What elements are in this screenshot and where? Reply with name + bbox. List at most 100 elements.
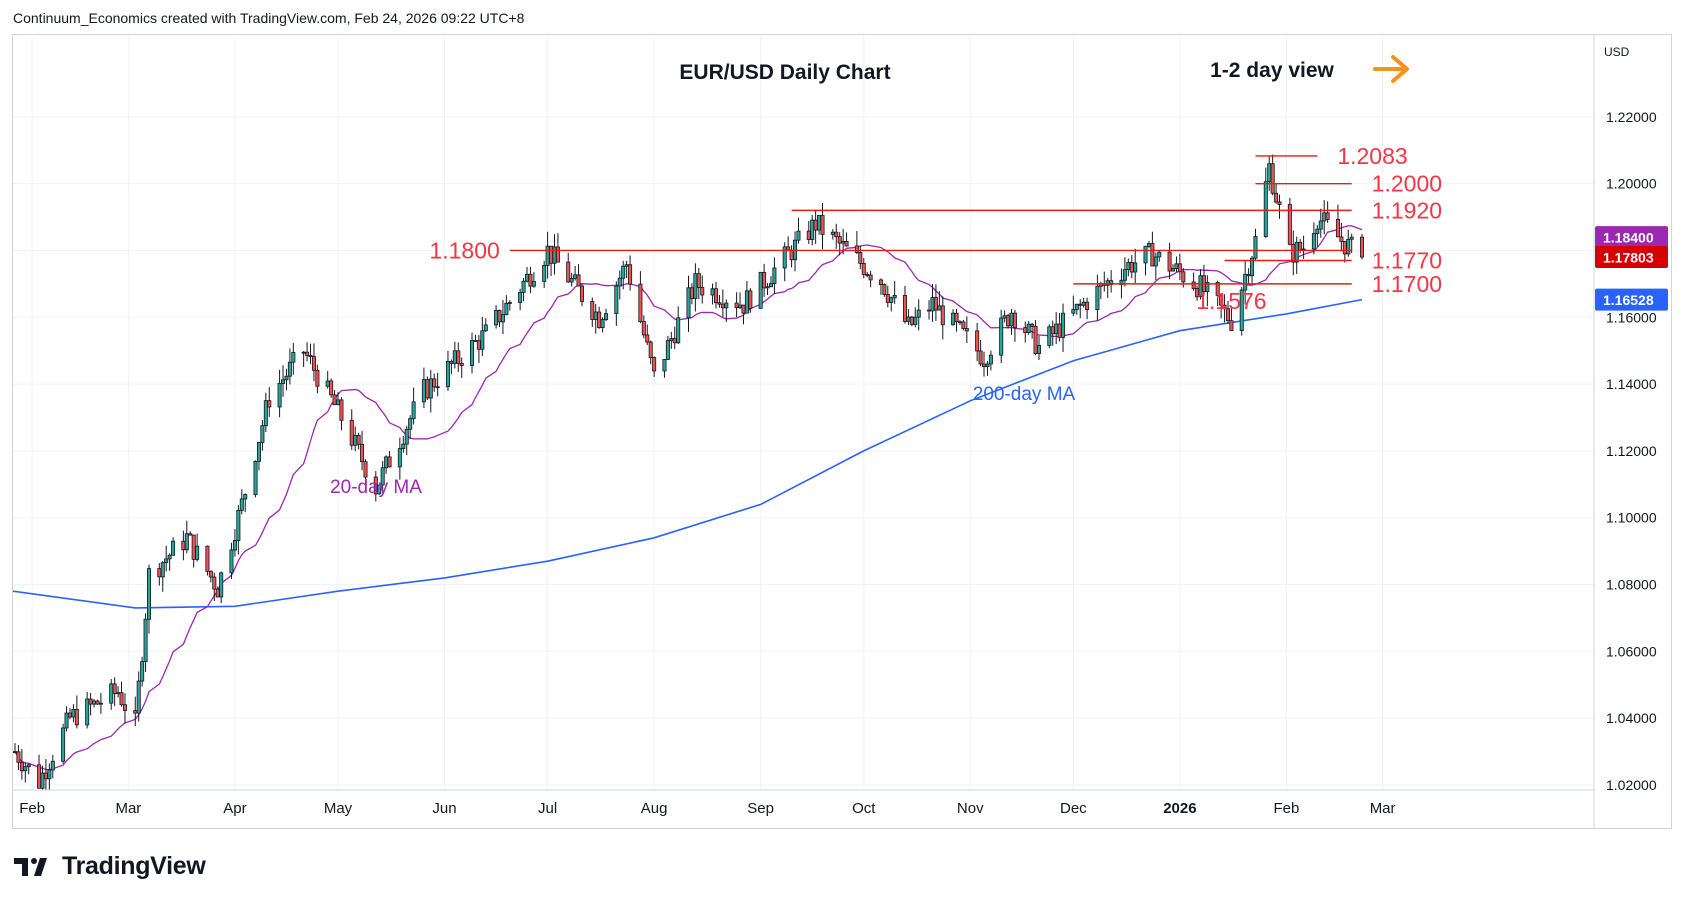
- candle: [1133, 248, 1138, 284]
- candle-body: [1274, 192, 1279, 203]
- candle-body: [830, 231, 835, 235]
- candle: [665, 335, 670, 360]
- candle: [50, 754, 55, 779]
- candle: [1129, 255, 1134, 279]
- candle: [1346, 229, 1351, 257]
- candle-body: [796, 230, 801, 241]
- candle: [1222, 294, 1227, 323]
- candle: [957, 320, 962, 326]
- candle-body: [1030, 323, 1035, 327]
- candle-body: [1294, 241, 1299, 263]
- candle-body: [253, 460, 258, 495]
- candle-body: [1012, 312, 1017, 329]
- candle-body: [232, 540, 237, 551]
- candle-body: [1229, 320, 1234, 332]
- candle-body: [356, 434, 361, 445]
- candle-body: [676, 317, 681, 344]
- candle-body: [940, 305, 945, 326]
- candle-body: [1311, 233, 1316, 250]
- candle: [37, 754, 42, 789]
- candle: [1274, 182, 1279, 204]
- y-tick-label: 1.22000: [1606, 109, 1657, 125]
- candle: [933, 284, 938, 321]
- candle: [1085, 297, 1090, 320]
- price-badge: 1.16528: [1595, 288, 1668, 311]
- candle: [397, 437, 402, 480]
- candle-body: [1122, 269, 1127, 281]
- candle-body: [476, 340, 481, 350]
- candle: [1078, 299, 1083, 319]
- candle-body: [500, 314, 505, 323]
- candle-body: [1243, 274, 1248, 291]
- candle-body: [291, 352, 296, 363]
- candle-body: [1222, 304, 1227, 310]
- candle: [552, 234, 557, 275]
- level-label: 1.2000: [1372, 171, 1442, 197]
- candle: [356, 432, 361, 450]
- candle: [937, 291, 942, 311]
- candle: [263, 392, 268, 433]
- candle-body: [143, 618, 148, 663]
- candle-body: [164, 558, 169, 564]
- candle-body: [497, 309, 502, 323]
- candle-body: [1081, 301, 1086, 306]
- ma200-label: 200-day MA: [973, 384, 1076, 405]
- candle: [768, 276, 773, 288]
- candle-body: [1074, 303, 1079, 310]
- candle: [260, 420, 265, 451]
- candle: [590, 297, 595, 327]
- price-axis[interactable]: USD1.220001.200001.180001.160001.140001.…: [1593, 35, 1668, 829]
- candle-body: [1002, 315, 1007, 319]
- candle-body: [621, 265, 626, 279]
- candle-body: [256, 442, 261, 462]
- candle-body: [638, 283, 643, 323]
- candle: [291, 342, 296, 375]
- tradingview-logo[interactable]: TradingView: [14, 852, 206, 881]
- candle: [147, 564, 152, 634]
- candle-body: [1054, 323, 1059, 335]
- candle-body: [528, 273, 533, 287]
- candle: [305, 342, 310, 362]
- candle-body: [305, 351, 310, 356]
- price-axis-unit: USD: [1604, 45, 1630, 59]
- candle: [449, 359, 454, 375]
- candle: [267, 387, 272, 417]
- candle-body: [593, 311, 598, 320]
- y-tick-label: 1.08000: [1606, 577, 1657, 593]
- candles-layer: [13, 154, 1365, 790]
- price-badge: 1.17803: [1595, 246, 1668, 269]
- candle: [459, 357, 464, 378]
- candle: [112, 677, 117, 707]
- candle-body: [854, 245, 859, 253]
- candle: [676, 306, 681, 345]
- candle-body: [1105, 280, 1110, 286]
- candle: [377, 484, 382, 495]
- candle: [191, 534, 196, 568]
- candle-body: [1267, 163, 1272, 183]
- candle-body: [1143, 245, 1148, 264]
- candle-body: [133, 710, 138, 714]
- x-tick-label: 2026: [1163, 800, 1196, 817]
- candle-body: [243, 494, 248, 500]
- candle-body: [181, 540, 186, 551]
- candle: [954, 308, 959, 332]
- candle: [1006, 313, 1011, 329]
- candle: [882, 283, 887, 297]
- price-badge: 1.18400: [1595, 226, 1668, 249]
- candle-body: [112, 683, 117, 694]
- candle: [545, 231, 550, 279]
- candle-body: [961, 321, 966, 329]
- candle: [930, 283, 935, 322]
- candle-body: [566, 261, 571, 283]
- candle: [1126, 258, 1131, 277]
- x-tick-label: Dec: [1060, 800, 1087, 817]
- candle-body: [1078, 303, 1083, 306]
- candle: [349, 409, 354, 450]
- grid-lines: [13, 35, 1594, 790]
- time-axis[interactable]: Feb Mar Apr May Jun Jul Aug Sep Oct Nov Dec 2026 Feb…: [13, 789, 1594, 817]
- candle-body: [507, 302, 512, 304]
- candle: [229, 542, 234, 580]
- candle-body: [909, 316, 914, 325]
- candle-body: [521, 280, 526, 293]
